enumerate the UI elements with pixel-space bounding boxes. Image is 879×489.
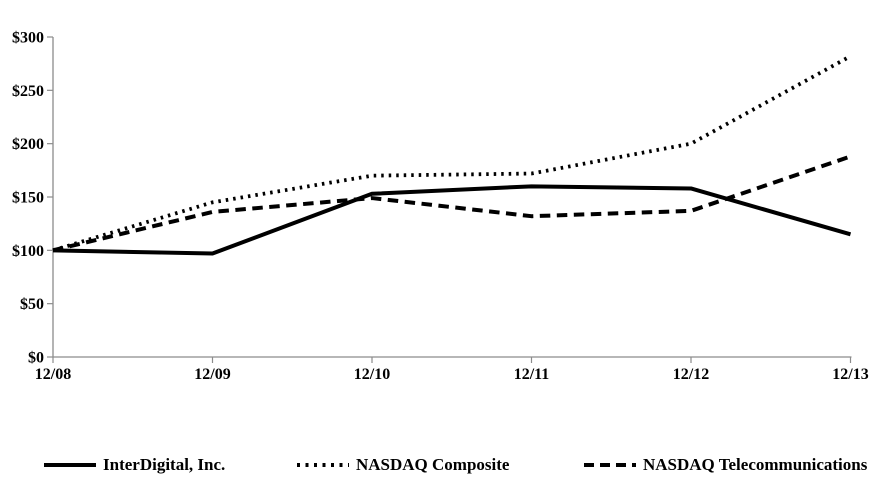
legend-label-interdigital: InterDigital, Inc. bbox=[103, 455, 226, 474]
chart-legend: InterDigital, Inc. NASDAQ Composite NASD… bbox=[0, 450, 879, 480]
x-tick-label: 12/10 bbox=[354, 366, 390, 383]
dotted-line-swatch bbox=[297, 463, 349, 467]
y-tick-label: $250 bbox=[12, 83, 44, 100]
legend-item-nasdaq-composite: NASDAQ Composite bbox=[297, 450, 509, 480]
y-tick-label: $300 bbox=[12, 30, 44, 47]
solid-line-swatch bbox=[44, 463, 96, 467]
x-tick-label: 12/11 bbox=[514, 366, 550, 383]
legend-label-nasdaq-composite: NASDAQ Composite bbox=[356, 455, 510, 474]
legend-item-nasdaq-telecom: NASDAQ Telecommunications bbox=[584, 450, 867, 480]
legend-item-interdigital: InterDigital, Inc. bbox=[44, 450, 225, 480]
y-tick-label: $100 bbox=[12, 243, 44, 260]
series-line-dashed bbox=[52, 154, 852, 253]
series-line-solid bbox=[52, 184, 852, 256]
chart-plot-area: $0 $50 $100 $150 $200 $250 $300 12/08 12/09 12/10… bbox=[12, 30, 869, 384]
y-tick-label: $150 bbox=[12, 190, 44, 207]
x-tick-label: 12/09 bbox=[194, 366, 230, 383]
y-tick-label: $50 bbox=[20, 296, 44, 313]
x-tick-label: 12/13 bbox=[832, 366, 868, 383]
y-tick-label: $200 bbox=[12, 136, 44, 153]
legend-label-nasdaq-telecom: NASDAQ Telecommunications bbox=[643, 455, 868, 474]
x-tick-label: 12/08 bbox=[35, 366, 71, 383]
x-tick-label: 12/12 bbox=[673, 366, 709, 383]
dashed-line-swatch bbox=[584, 463, 636, 467]
y-tick-label: $0 bbox=[28, 350, 44, 367]
